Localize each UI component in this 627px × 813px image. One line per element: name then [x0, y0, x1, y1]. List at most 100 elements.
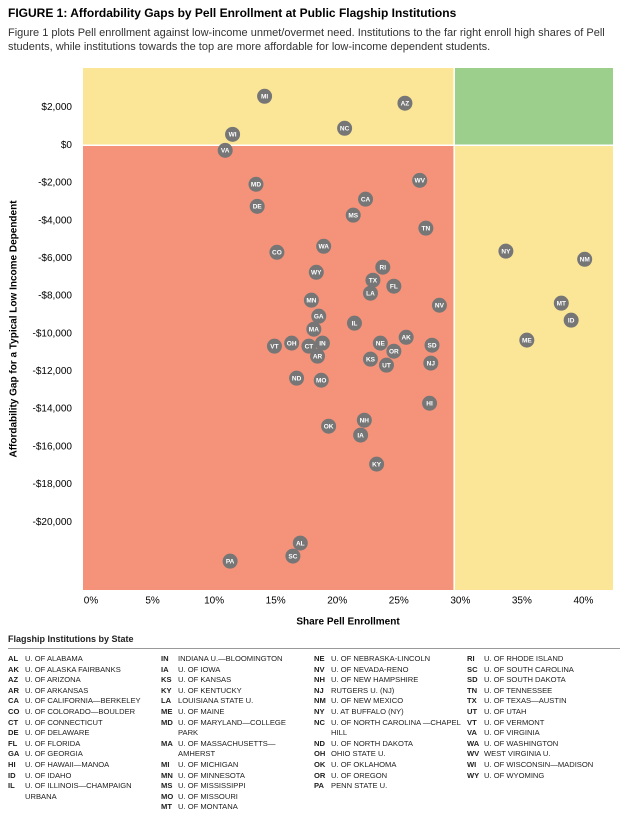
institution-name: U. OF NEVADA-RENO — [331, 664, 409, 674]
point-label: WV — [414, 178, 425, 185]
y-tick-label: $0 — [61, 140, 73, 151]
legend-entry: MS U. OF MISSISSIPPI — [161, 781, 314, 792]
state-abbr: TN — [467, 685, 478, 695]
institution-name: U. OF IOWA — [178, 664, 221, 674]
point-label: KS — [366, 356, 376, 363]
x-tick-label: 0% — [84, 596, 99, 607]
point — [553, 295, 569, 311]
institution-name: U. OF MISSOURI — [178, 791, 238, 801]
institution-name: RUTGERS U. (NJ) — [331, 685, 395, 695]
legend-entry: IL U. OF ILLINOIS—CHAMPAIGN URBANA — [8, 781, 161, 802]
legend-entry: WY U. OF WYOMING — [467, 771, 620, 782]
legend-entry: ME U. OF MAINE — [161, 707, 314, 718]
legend-entry: LA LOUISIANA STATE U. — [161, 696, 314, 707]
point — [217, 142, 233, 158]
legend: Flagship Institutions by State AL U. OF A… — [8, 634, 620, 813]
point-label: NY — [501, 248, 511, 255]
state-abbr: AZ — [8, 675, 19, 685]
institution-name: U. OF VERMONT — [484, 717, 545, 727]
point-label: NH — [360, 417, 370, 424]
point — [301, 338, 317, 354]
point-label: WI — [229, 132, 237, 139]
legend-entry: NV U. OF NEVADA-RENO — [314, 665, 467, 676]
institution-name: U. OF MISSISSIPPI — [178, 781, 246, 791]
x-axis-title: Share Pell Enrollment — [296, 617, 400, 628]
legend-entry: OH OHIO STATE U. — [314, 749, 467, 760]
point — [375, 259, 391, 275]
point — [345, 207, 361, 223]
legend-entry: AR U. OF ARKANSAS — [8, 686, 161, 697]
state-abbr: PA — [314, 781, 324, 791]
point-label: GA — [314, 313, 324, 320]
institution-name: U. OF MARYLAND—COLLEGE PARK — [178, 717, 286, 738]
point — [248, 176, 264, 192]
point-label: OH — [287, 340, 297, 347]
y-tick-label: -$10,000 — [33, 328, 73, 339]
point — [289, 370, 305, 386]
point — [362, 351, 378, 367]
legend-title: Flagship Institutions by State — [8, 634, 620, 649]
institution-name: U. OF TEXAS—AUSTIN — [484, 696, 567, 706]
point-label: UT — [382, 362, 391, 369]
institution-name: U. OF UTAH — [484, 706, 527, 716]
point-label: OK — [324, 423, 334, 430]
state-abbr: NM — [314, 696, 326, 706]
legend-columns: AL U. OF ALABAMA AK U. OF ALASKA FAIRBANKS A… — [8, 654, 620, 813]
state-abbr: VT — [467, 717, 477, 727]
point-label: NC — [340, 126, 350, 133]
institution-name: U. OF CONNECTICUT — [25, 717, 103, 727]
institution-name: U. OF OKLAHOMA — [331, 759, 397, 769]
point — [424, 337, 440, 353]
state-abbr: ND — [314, 738, 325, 748]
legend-entry: IN INDIANA U.—BLOOMINGTON — [161, 654, 314, 665]
y-tick-label: -$8,000 — [38, 291, 72, 302]
institution-name: U. OF MICHIGAN — [178, 759, 239, 769]
institution-name: OHIO STATE U. — [331, 749, 386, 759]
institution-name: U. OF ARIZONA — [25, 675, 81, 685]
point-label: AZ — [401, 100, 410, 107]
state-abbr: UT — [467, 706, 478, 716]
state-abbr: NC — [314, 717, 325, 727]
x-tick-label: 20% — [327, 596, 347, 607]
point-label: NM — [580, 256, 590, 263]
state-abbr: NJ — [314, 685, 324, 695]
legend-column: NE U. OF NEBRASKA-LINCOLN NV U. OF NEVADA-R… — [314, 654, 467, 813]
state-abbr: CA — [8, 696, 19, 706]
legend-entry: DE U. OF DELAWARE — [8, 728, 161, 739]
point-label: MO — [316, 377, 326, 384]
state-abbr: OR — [314, 770, 326, 780]
institution-name: U. OF MASSACHUSETTS—AMHERST — [178, 738, 276, 759]
legend-column: IN INDIANA U.—BLOOMINGTON IA U. OF IOWA KS U.… — [161, 654, 314, 813]
legend-entry: FL U. OF FLORIDA — [8, 739, 161, 750]
institution-name: U. OF ARKANSAS — [25, 685, 89, 695]
point-label: ND — [292, 375, 302, 382]
chart-subtitle: Figure 1 plots Pell enrollment against l… — [8, 27, 605, 53]
y-tick-label: $2,000 — [41, 102, 72, 113]
point — [398, 329, 414, 345]
legend-entry: UT U. OF UTAH — [467, 707, 620, 718]
legend-entry: TN U. OF TENNESSEE — [467, 686, 620, 697]
point — [249, 198, 265, 214]
point-label: FL — [390, 283, 398, 290]
institution-name: U. OF NEW HAMPSHIRE — [331, 675, 419, 685]
state-abbr: WV — [467, 749, 480, 759]
x-tick-label: 30% — [450, 596, 470, 607]
legend-entry: AZ U. OF ARIZONA — [8, 675, 161, 686]
legend-entry: NH U. OF NEW HAMPSHIRE — [314, 675, 467, 686]
point — [316, 238, 332, 254]
institution-name: U. OF WASHINGTON — [484, 738, 559, 748]
legend-entry: MI U. OF MICHIGAN — [161, 760, 314, 771]
point — [386, 343, 402, 359]
point-label: IL — [352, 320, 358, 327]
legend-entry: OK U. OF OKLAHOMA — [314, 760, 467, 771]
point-label: CA — [361, 196, 371, 203]
state-abbr: OH — [314, 749, 326, 759]
institution-name: U. OF NEW MEXICO — [331, 696, 404, 706]
institution-name: U. OF CALIFORNIA—BERKELEY — [25, 696, 141, 706]
point-label: NV — [435, 302, 445, 309]
state-abbr: MN — [161, 770, 173, 780]
legend-entry: OR U. OF OREGON — [314, 771, 467, 782]
legend-entry: CA U. OF CALIFORNIA—BERKELEY — [8, 696, 161, 707]
point — [498, 243, 514, 259]
point — [358, 191, 374, 207]
